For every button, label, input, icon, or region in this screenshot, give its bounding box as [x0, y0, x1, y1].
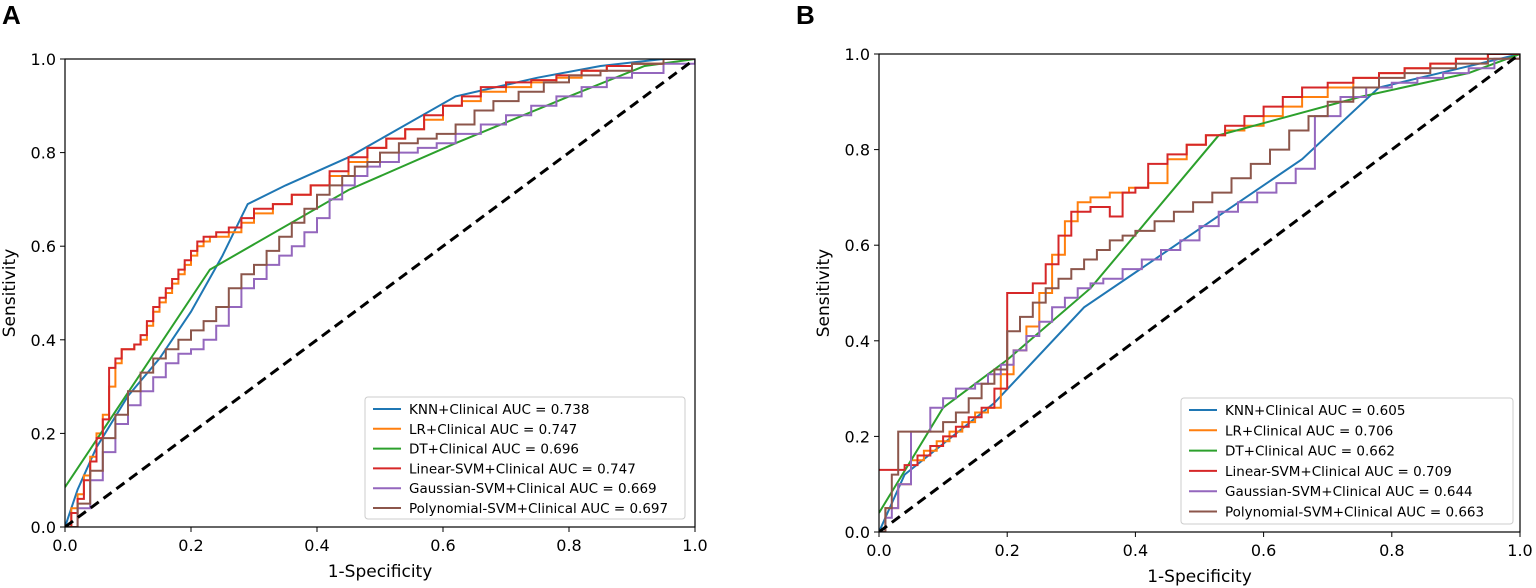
- roc-curve-b-2: [879, 54, 1520, 514]
- y-tick-label: 0.0: [31, 518, 56, 537]
- y-tick-label: 0.8: [31, 144, 56, 163]
- legend-box: [364, 396, 686, 520]
- legend-b: KNN+Clinical AUC = 0.605 LR+Clinical AUC …: [1180, 397, 1514, 525]
- x-tick-label: 0.0: [52, 536, 77, 555]
- y-tick-label: 1.0: [31, 50, 56, 69]
- plot-frame-b: [878, 53, 1521, 533]
- chance-diagonal-a: [65, 59, 695, 527]
- roc-panel-a: A 0.0 0.2 0.4 0.6 0.8 1.0 0.0 0.2 0.4 0.6 0.8 1.0 1…: [0, 0, 708, 582]
- axis-ticks-a: 0.0 0.2 0.4 0.6 0.8 1.0 0.0 0.2 0.4 0.6 0.8 1.0: [31, 50, 708, 555]
- y-tick-label: 0.4: [845, 332, 870, 351]
- panel-letter-b: B: [796, 0, 815, 30]
- x-tick-label: 0.8: [1379, 541, 1404, 560]
- y-tick-label: 0.2: [845, 427, 870, 446]
- legend-entry: LR+Clinical AUC = 0.706: [1225, 423, 1393, 439]
- x-tick-label: 0.2: [994, 541, 1019, 560]
- legend-box: [1180, 397, 1514, 525]
- legend-entry: Linear-SVM+Clinical AUC = 0.747: [409, 461, 636, 477]
- x-tick-label: 0.6: [430, 536, 455, 555]
- roc-curve-b-4: [879, 54, 1520, 532]
- roc-curve-b-5: [879, 54, 1520, 532]
- roc-curve-b-3: [879, 54, 1520, 471]
- legend-entry: DT+Clinical AUC = 0.696: [409, 442, 579, 458]
- x-tick-label: 0.4: [1123, 541, 1148, 560]
- legend-entry: Polynomial-SVM+Clinical AUC = 0.663: [1225, 505, 1484, 521]
- roc-curve-a-4: [65, 59, 695, 527]
- panel-letter-a: A: [2, 0, 21, 30]
- y-tick-label: 0.2: [31, 424, 56, 443]
- series-layer-a: [65, 59, 695, 527]
- y-tick-label: 0.6: [31, 237, 56, 256]
- legend-entry: KNN+Clinical AUC = 0.605: [1225, 403, 1405, 419]
- legend-entry: Gaussian-SVM+Clinical AUC = 0.644: [1225, 484, 1473, 500]
- legend-a: KNN+Clinical AUC = 0.738 LR+Clinical AUC …: [364, 396, 686, 520]
- y-axis-label-b: Sensitivity: [814, 249, 834, 338]
- y-tick-label: 0.4: [31, 331, 56, 350]
- x-tick-label: 0.2: [178, 536, 203, 555]
- legend-entry: KNN+Clinical AUC = 0.738: [409, 402, 589, 418]
- y-tick-label: 1.0: [845, 45, 870, 64]
- x-tick-label: 1.0: [1507, 541, 1532, 560]
- y-axis-label-a: Sensitivity: [0, 249, 20, 338]
- x-tick-label: 0.8: [556, 536, 581, 555]
- axis-ticks-b: 0.0 0.2 0.4 0.6 0.8 1.0 0.0 0.2 0.4 0.6 0.8 1.0: [845, 45, 1533, 560]
- x-axis-label-b: 1-Specificity: [1147, 567, 1252, 587]
- roc-panel-b: B 0.0 0.2 0.4 0.6 0.8 1.0 0.0 0.2 0.4 0.6 0.8 1.0 1…: [796, 0, 1533, 587]
- x-tick-label: 1.0: [682, 536, 707, 555]
- x-tick-label: 0.6: [1251, 541, 1276, 560]
- y-tick-label: 0.6: [845, 236, 870, 255]
- legend-entry: Linear-SVM+Clinical AUC = 0.709: [1225, 464, 1452, 480]
- y-tick-label: 0.8: [845, 141, 870, 160]
- legend-entry: Polynomial-SVM+Clinical AUC = 0.697: [409, 501, 668, 517]
- x-tick-label: 0.4: [304, 536, 329, 555]
- x-axis-label-a: 1-Specificity: [328, 562, 433, 582]
- x-tick-label: 0.0: [866, 541, 891, 560]
- roc-curve-a-3: [65, 59, 695, 527]
- y-tick-label: 0.0: [845, 523, 870, 542]
- legend-entry: LR+Clinical AUC = 0.747: [409, 422, 577, 438]
- chance-diagonal-b: [879, 54, 1520, 532]
- plot-frame-a: [64, 58, 696, 528]
- roc-curve-a-0: [65, 59, 695, 527]
- legend-entry: DT+Clinical AUC = 0.662: [1225, 444, 1395, 460]
- series-layer-b: [879, 54, 1520, 532]
- legend-entry: Gaussian-SVM+Clinical AUC = 0.669: [409, 481, 657, 497]
- roc-curve-b-1: [879, 54, 1520, 532]
- roc-curve-a-5: [65, 59, 695, 527]
